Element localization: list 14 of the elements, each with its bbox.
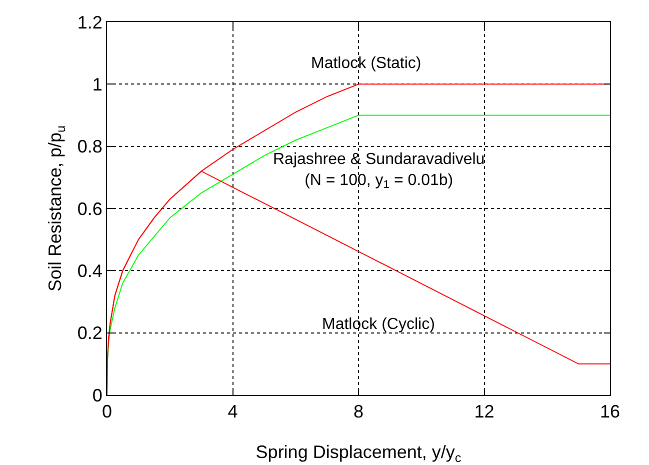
y-tick-label: 0.6 — [77, 198, 102, 219]
y-tick-label: 0.2 — [77, 323, 102, 344]
y-tick-label: 1 — [92, 74, 102, 94]
y-tick-label: 0.4 — [77, 260, 102, 281]
x-tick-label: 16 — [600, 402, 620, 422]
x-tick-label: 4 — [228, 402, 238, 422]
x-axis-title: Spring Displacement, y/y$_{c}$ — [256, 442, 462, 465]
annotation: Matlock (Static) — [311, 55, 422, 72]
annotation: Matlock (Cyclic) — [322, 316, 435, 333]
x-tick-label: 12 — [474, 402, 494, 422]
x-tick-label: 8 — [353, 402, 364, 422]
y-tick-label: 1.2 — [77, 12, 102, 32]
y-tick-label: 0.8 — [77, 136, 102, 157]
y-tick-label: 0 — [92, 385, 102, 406]
